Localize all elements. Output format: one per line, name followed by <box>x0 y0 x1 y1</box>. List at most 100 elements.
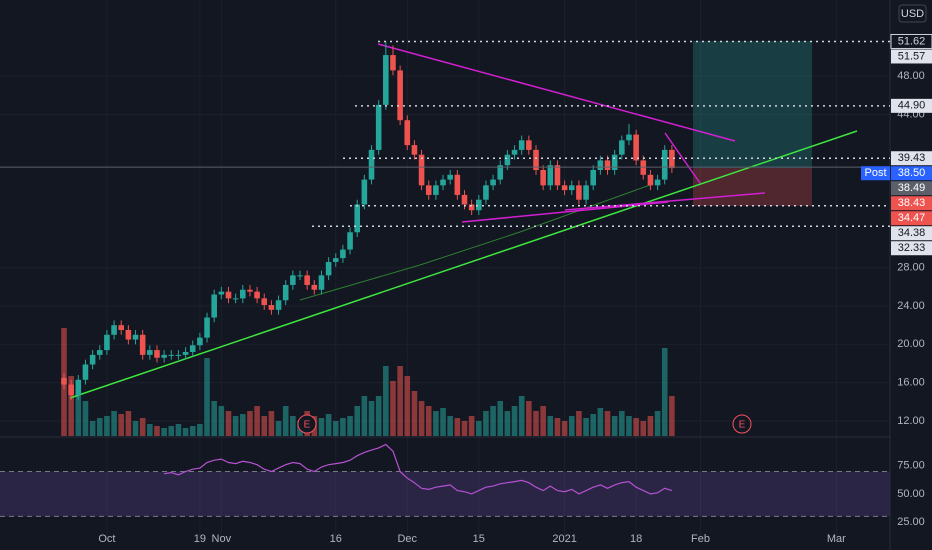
rsi-tick-label: 75.00 <box>897 460 925 472</box>
volume-bar <box>383 366 389 436</box>
volume-bar <box>168 426 175 436</box>
volume-bar <box>504 411 511 436</box>
volume-bar <box>147 424 153 436</box>
candle-body <box>311 284 318 290</box>
volume-bar <box>533 411 539 436</box>
volume-bar <box>418 401 425 436</box>
volume-bar <box>325 414 332 436</box>
candle-body <box>490 179 496 186</box>
volume-bar <box>75 391 82 436</box>
currency: USD <box>901 8 924 20</box>
volume-bar <box>433 411 439 436</box>
candle-body <box>61 377 67 385</box>
candle-body <box>597 160 604 171</box>
volume-bar <box>483 411 489 436</box>
volume-bar <box>318 418 325 436</box>
earnings-marker <box>732 414 752 434</box>
volume-bar <box>497 401 504 436</box>
volume-bar <box>139 418 146 436</box>
candle-body <box>611 154 618 171</box>
volume-bar <box>204 358 210 436</box>
volume-bar <box>404 376 411 436</box>
volume-bar <box>425 406 432 436</box>
candle-body <box>511 149 518 155</box>
volume-bar <box>118 414 125 436</box>
candle-body <box>275 300 282 310</box>
moving-average <box>299 184 651 301</box>
volume-bar <box>390 381 396 436</box>
candle-body <box>161 354 167 358</box>
support-line <box>564 192 766 211</box>
volume-bar <box>554 418 561 436</box>
candle-body <box>225 291 232 299</box>
candle-body <box>669 149 675 169</box>
volume-bar <box>68 376 74 436</box>
wedge-line <box>664 132 701 184</box>
candle-body <box>304 275 310 285</box>
volume-bar <box>218 406 225 436</box>
rsi-line <box>164 443 673 495</box>
volume-bar <box>189 426 196 436</box>
volume-bar <box>647 416 654 436</box>
resistance-line <box>377 43 736 142</box>
candle-body <box>619 140 625 155</box>
candle-body <box>82 364 89 380</box>
price-tag <box>891 49 932 64</box>
volume-bar <box>290 416 296 436</box>
earnings-label: E <box>739 420 746 431</box>
volume-bar <box>354 406 361 436</box>
volume-bar <box>125 411 132 436</box>
candle-body <box>633 134 639 161</box>
price-tag <box>891 151 932 166</box>
price-tag <box>890 33 932 49</box>
candle-body <box>111 325 117 335</box>
x-tick-label: Oct <box>98 533 115 545</box>
y-tick-label: 24.00 <box>897 300 925 312</box>
candle-body <box>654 179 661 186</box>
candle-body <box>218 291 225 295</box>
candle-body <box>118 325 125 330</box>
price-tag <box>891 211 932 226</box>
candle-body <box>454 174 461 195</box>
candle-body <box>604 160 611 171</box>
volume-bar <box>275 421 282 436</box>
volume-bar <box>240 414 246 436</box>
volume-bar <box>211 401 217 436</box>
price-tag <box>891 181 932 196</box>
currency-box[interactable] <box>898 4 927 23</box>
volume-bar <box>568 416 575 436</box>
volume-bar <box>576 411 582 436</box>
volume-bar <box>182 428 189 436</box>
x-tick-label: 18 <box>630 533 642 545</box>
candle-body <box>325 261 332 276</box>
price-tag-label: 34.47 <box>898 212 926 224</box>
trend-line <box>69 130 858 399</box>
candle-body <box>197 337 203 346</box>
candle-body <box>483 185 489 200</box>
volume-bar <box>332 421 339 436</box>
volume-bar <box>633 418 639 436</box>
volume-bar <box>340 418 346 436</box>
candle-body <box>132 334 139 340</box>
candle-body <box>89 354 96 365</box>
candle-body <box>261 298 268 306</box>
candle-body <box>125 329 132 340</box>
candle-body <box>411 145 418 155</box>
price-tag-label: 38.49 <box>898 182 926 194</box>
x-tick-label: 19 <box>194 533 206 545</box>
candle-body <box>232 298 239 300</box>
volume-bar <box>461 421 468 436</box>
candle-body <box>504 154 511 166</box>
volume-bar <box>597 408 604 436</box>
candle-body <box>497 165 504 180</box>
candle-body <box>189 345 196 352</box>
candle-body <box>247 289 253 292</box>
price-tag-label: 34.38 <box>898 227 926 239</box>
candle-body <box>433 185 439 195</box>
candle-body <box>375 104 382 150</box>
candle-body <box>568 185 575 191</box>
earnings-marker <box>297 414 317 434</box>
candle-body <box>154 350 160 358</box>
price-tag-label: 38.43 <box>898 197 926 209</box>
